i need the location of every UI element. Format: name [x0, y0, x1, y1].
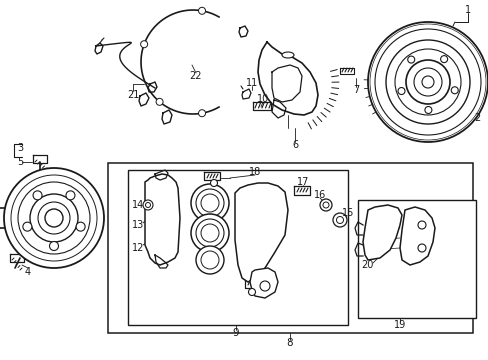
- Circle shape: [30, 194, 78, 242]
- Ellipse shape: [282, 52, 293, 58]
- Circle shape: [413, 68, 441, 96]
- Text: 8: 8: [286, 338, 293, 348]
- Text: 7: 7: [352, 85, 358, 95]
- Circle shape: [23, 222, 32, 231]
- Text: 14: 14: [132, 200, 144, 210]
- Circle shape: [191, 184, 228, 222]
- Circle shape: [141, 41, 147, 48]
- Circle shape: [11, 175, 97, 261]
- Text: 20: 20: [360, 260, 372, 270]
- Circle shape: [196, 246, 224, 274]
- Circle shape: [210, 180, 217, 186]
- Polygon shape: [362, 205, 401, 260]
- Polygon shape: [145, 174, 180, 265]
- Circle shape: [248, 288, 255, 296]
- Text: 16: 16: [313, 190, 325, 200]
- Circle shape: [319, 199, 331, 211]
- Circle shape: [407, 56, 414, 63]
- Circle shape: [33, 191, 42, 200]
- Circle shape: [385, 40, 469, 124]
- Circle shape: [260, 281, 269, 291]
- Circle shape: [397, 87, 404, 95]
- Circle shape: [198, 110, 205, 117]
- Text: 5: 5: [17, 157, 23, 167]
- Circle shape: [424, 107, 431, 113]
- Circle shape: [201, 251, 219, 269]
- Text: 17: 17: [296, 177, 308, 187]
- Circle shape: [374, 29, 480, 135]
- Circle shape: [142, 200, 153, 210]
- Text: 6: 6: [291, 140, 298, 150]
- Polygon shape: [249, 268, 278, 298]
- Circle shape: [323, 202, 328, 208]
- Text: 22: 22: [189, 71, 202, 81]
- Text: 3: 3: [17, 143, 23, 153]
- Text: 9: 9: [232, 328, 239, 338]
- Circle shape: [367, 22, 487, 142]
- Polygon shape: [399, 207, 434, 265]
- Circle shape: [4, 168, 104, 268]
- Circle shape: [18, 182, 90, 254]
- Circle shape: [332, 213, 346, 227]
- Circle shape: [49, 242, 59, 251]
- Bar: [108, 163, 472, 333]
- Circle shape: [440, 55, 447, 63]
- Text: 1: 1: [464, 5, 470, 15]
- Circle shape: [421, 76, 433, 88]
- Text: 13: 13: [132, 220, 144, 230]
- Circle shape: [417, 221, 425, 229]
- Circle shape: [201, 224, 219, 242]
- Circle shape: [191, 214, 228, 252]
- Text: 21: 21: [126, 90, 139, 100]
- Circle shape: [145, 202, 150, 207]
- Circle shape: [394, 49, 460, 115]
- Polygon shape: [235, 183, 287, 282]
- Text: 4: 4: [25, 267, 31, 277]
- Circle shape: [336, 216, 343, 224]
- Circle shape: [45, 209, 63, 227]
- Text: 10: 10: [256, 94, 268, 104]
- Circle shape: [66, 191, 75, 200]
- Text: 11: 11: [245, 78, 258, 88]
- Bar: [128, 170, 347, 325]
- Text: 19: 19: [393, 320, 406, 330]
- Text: 15: 15: [341, 208, 353, 218]
- Text: 18: 18: [248, 167, 261, 177]
- Circle shape: [198, 7, 205, 14]
- Text: 12: 12: [132, 243, 144, 253]
- Circle shape: [38, 202, 70, 234]
- Circle shape: [76, 222, 85, 231]
- Circle shape: [196, 219, 224, 247]
- Bar: [357, 200, 475, 318]
- Circle shape: [156, 98, 163, 105]
- Circle shape: [450, 87, 457, 94]
- Circle shape: [405, 60, 449, 104]
- Circle shape: [196, 189, 224, 217]
- Circle shape: [417, 244, 425, 252]
- Circle shape: [201, 194, 219, 212]
- Text: 2: 2: [473, 113, 479, 123]
